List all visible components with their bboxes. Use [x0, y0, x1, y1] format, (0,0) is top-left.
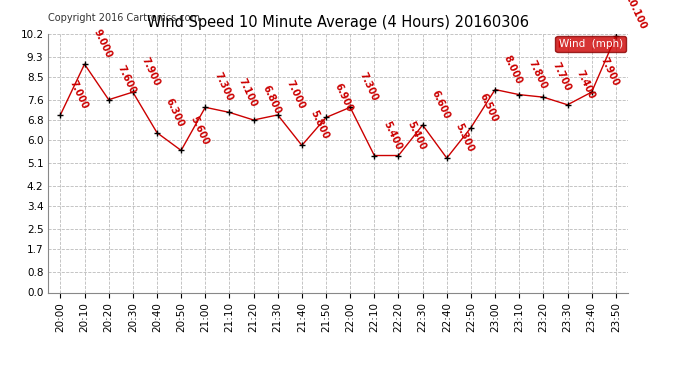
- Text: 7.300: 7.300: [213, 71, 235, 103]
- Text: 7.300: 7.300: [357, 71, 380, 103]
- Text: 5.600: 5.600: [188, 114, 210, 146]
- Text: 7.900: 7.900: [599, 56, 621, 88]
- Text: 5.400: 5.400: [406, 119, 428, 152]
- Text: 7.400: 7.400: [575, 69, 597, 100]
- Text: 6.900: 6.900: [333, 81, 355, 113]
- Text: 10.100: 10.100: [623, 0, 648, 32]
- Text: 7.000: 7.000: [68, 79, 90, 111]
- Text: 7.100: 7.100: [237, 76, 259, 108]
- Text: 7.600: 7.600: [116, 63, 138, 96]
- Text: 5.800: 5.800: [309, 109, 331, 141]
- Text: 5.300: 5.300: [454, 122, 476, 154]
- Text: Copyright 2016 Cartronics.com: Copyright 2016 Cartronics.com: [48, 13, 200, 23]
- Text: 7.900: 7.900: [140, 56, 162, 88]
- Text: 7.700: 7.700: [551, 61, 573, 93]
- Text: 6.600: 6.600: [430, 89, 452, 121]
- Text: 5.400: 5.400: [382, 119, 404, 152]
- Text: 7.800: 7.800: [526, 58, 549, 90]
- Text: 6.300: 6.300: [164, 96, 186, 129]
- Text: 6.500: 6.500: [478, 92, 500, 123]
- Legend: Wind  (mph): Wind (mph): [555, 36, 626, 52]
- Text: 7.000: 7.000: [285, 79, 307, 111]
- Text: 8.000: 8.000: [502, 53, 524, 86]
- Title: Wind Speed 10 Minute Average (4 Hours) 20160306: Wind Speed 10 Minute Average (4 Hours) 2…: [147, 15, 529, 30]
- Text: 6.800: 6.800: [261, 84, 283, 116]
- Text: 9.000: 9.000: [92, 28, 114, 60]
